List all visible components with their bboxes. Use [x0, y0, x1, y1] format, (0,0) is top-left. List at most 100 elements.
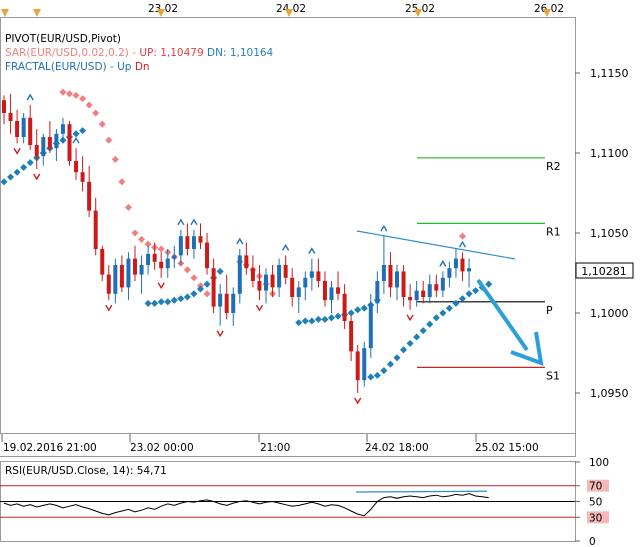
candle-body [257, 281, 262, 291]
candle-body [421, 290, 426, 297]
sar-dot-up [118, 178, 126, 186]
candle-body [309, 271, 314, 278]
candle-body [336, 287, 341, 294]
fractal-up-icon [439, 260, 447, 267]
forecast-arrow-head[interactable] [510, 331, 544, 367]
sar-dot-down [327, 314, 336, 322]
indicator-legend: PIVOT(EUR/USD,Pivot) SAR(EUR/USD,0.02,0.… [5, 33, 274, 73]
pivot-label-p: P [546, 304, 553, 317]
fractal-up-icon [72, 136, 80, 144]
session-marker-icon[interactable] [33, 9, 41, 17]
resistance-trendline[interactable] [356, 230, 516, 260]
sar-dot-down [164, 298, 172, 306]
sar-dot-up [72, 91, 80, 99]
candle-body [342, 293, 347, 321]
candle-body [434, 284, 439, 291]
sar-dot-down [452, 299, 460, 307]
candle-body [329, 287, 334, 301]
fractal-indicator-label[interactable]: FRACTAL(EUR/USD) - Up Dn [5, 61, 150, 73]
candle-body [205, 242, 210, 269]
rsi-indicator-label[interactable]: RSI(EUR/USD.Close, 14): 54,71 [5, 465, 167, 477]
candle-body [165, 258, 170, 269]
sar-dot-down [183, 293, 191, 301]
sar-dot-down [295, 319, 303, 327]
candle-body [146, 253, 151, 265]
top-date-axis: 23.02 24.02 25.02 26.02 [1, 3, 564, 17]
top-date-strip [0, 0, 576, 17]
sar-dot-down [432, 314, 440, 322]
sar-dot-down [20, 163, 28, 171]
sar-up-value: UP: 1,10479 [139, 47, 203, 59]
sar-dot-down [7, 173, 15, 181]
sar-dot-up [124, 203, 132, 211]
candle-body [224, 293, 229, 313]
price-tick-label: 1,1100 [590, 147, 629, 160]
sar-dot-down [170, 296, 178, 304]
time-label: 24.02 18:00 [365, 442, 429, 454]
candle-body [460, 258, 465, 272]
sar-dot-down [485, 280, 493, 288]
session-marker-icon[interactable] [285, 9, 293, 17]
sar-dot-up [131, 229, 139, 237]
sar-dot-down [386, 360, 394, 368]
candle-body [126, 258, 131, 288]
sar-dot-down [393, 354, 401, 362]
price-axis: 1,1150 1,1100 1,1050 1,1000 1,0950 [575, 67, 629, 400]
sar-dot-up [111, 155, 119, 163]
time-label: 21:00 [260, 442, 290, 454]
session-marker-icon[interactable] [414, 9, 422, 17]
time-label: 25.02 15:00 [475, 442, 539, 454]
candle-body [467, 268, 472, 272]
session-marker-icon[interactable] [1, 9, 9, 17]
sar-name: SAR(EUR/USD,0.02,0.2) - [5, 47, 139, 59]
sar-dot-down [190, 290, 198, 298]
sar-dot-up [98, 120, 106, 128]
candle-body [427, 284, 432, 297]
candle-body [74, 161, 79, 173]
candle-body [401, 271, 406, 297]
pivot-indicator-label[interactable]: PIVOT(EUR/USD,Pivot) [5, 33, 121, 45]
fractal-up-icon [190, 218, 198, 226]
sar-dot-down [308, 317, 316, 325]
fractal-up-icon [458, 240, 467, 248]
candle-body [152, 253, 157, 262]
sar-dn-value: DN: 1,10164 [207, 47, 274, 59]
candle-body [375, 281, 380, 304]
candle-body [133, 258, 137, 275]
candle-body [414, 290, 419, 301]
forecast-arrow[interactable] [476, 278, 529, 352]
session-marker-icon[interactable] [543, 9, 551, 17]
candle-body [100, 249, 105, 275]
candle-body [80, 172, 85, 182]
sar-dot-down [151, 299, 159, 307]
candle-body [250, 268, 255, 281]
rsi-trendline[interactable] [355, 490, 488, 493]
sar-indicator-label[interactable]: SAR(EUR/USD,0.02,0.2) - UP: 1,10479 DN: … [5, 47, 274, 59]
candle-body [303, 277, 308, 288]
rsi-layer: 100 70 50 30 0 [0, 457, 609, 547]
sar-dot-down [177, 295, 185, 303]
sar-dot-down [426, 320, 434, 328]
sar-dot-down [367, 373, 375, 381]
sar-dot-up [183, 266, 191, 274]
sar-dot-down [373, 371, 381, 379]
drawing-layer [356, 230, 544, 367]
fractal-up-icon [308, 247, 316, 254]
rsi-level-label: 70 [589, 481, 602, 493]
candle-body [218, 293, 223, 307]
sar-dot-down [472, 287, 480, 295]
candle-body [362, 348, 367, 381]
candle-body [296, 287, 301, 297]
candle-body [159, 261, 164, 269]
candle-body [270, 274, 275, 288]
candle-body [93, 210, 98, 249]
sar-dot-down [13, 168, 21, 176]
sar-dot-up [138, 235, 146, 243]
candle-body [244, 255, 249, 269]
current-price-label: 1,10281 [581, 265, 627, 278]
pivot-label-r2: R2 [546, 160, 561, 173]
candle-body [453, 258, 458, 269]
candle-body [15, 121, 20, 137]
fractal-down-icon [216, 330, 224, 338]
session-marker-icon[interactable] [157, 9, 165, 17]
